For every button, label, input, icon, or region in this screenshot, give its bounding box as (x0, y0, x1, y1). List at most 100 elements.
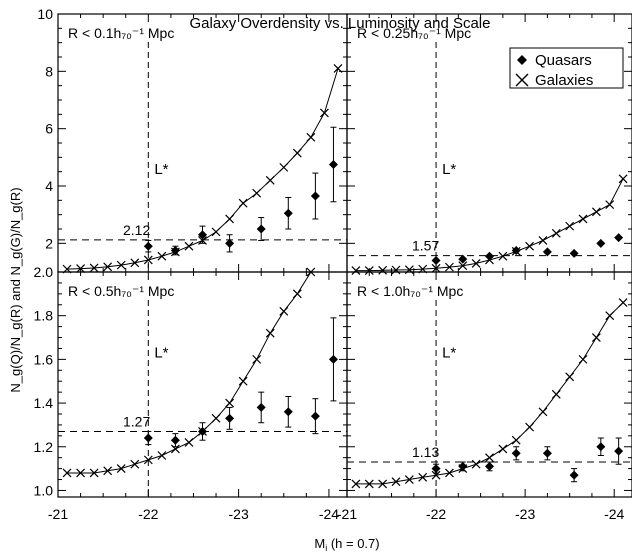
x-tick-label: -21 (48, 506, 68, 522)
galaxy-marker (116, 464, 126, 474)
galaxy-marker (238, 376, 248, 386)
galaxy-marker (605, 311, 615, 321)
y-axis-label: N_g(Q)/N_g(R) and N_g(G)/N_g(R) (8, 187, 23, 392)
galaxy-marker (378, 479, 388, 489)
galaxy-marker (498, 251, 508, 261)
quasar-marker (431, 256, 441, 266)
galaxy-marker (76, 264, 86, 273)
y-tick-label: 2 (45, 235, 53, 251)
quasar-marker (310, 191, 320, 201)
galaxy-marker (333, 64, 343, 73)
galaxy-marker (351, 479, 361, 489)
quasar-marker (596, 238, 606, 248)
galaxy-marker (103, 466, 113, 476)
galaxy-marker (404, 475, 414, 484)
galaxy-marker (211, 227, 221, 237)
quasar-marker (198, 230, 207, 240)
quasar-marker (569, 248, 579, 258)
panel-top-right: R < 0.25h₇₀⁻¹ Mpc L* 1.57 (346, 13, 632, 275)
x-tick-label: -24 (319, 506, 339, 522)
galaxy-marker (351, 266, 361, 275)
galaxy-marker (458, 261, 468, 271)
panels-group: 2 4 6 8 10 R < 0.1h₇₀⁻¹ Mpc L* 2.12 R < 0.25h₇₀⁻… (34, 6, 632, 522)
galaxy-marker (618, 298, 628, 308)
quasar-marker (310, 411, 320, 421)
galaxy-marker (444, 262, 454, 272)
panel-label: R < 0.1h₇₀⁻¹ Mpc (68, 25, 174, 41)
mean-label: 2.12 (123, 222, 150, 238)
legend-galaxy-marker (515, 73, 529, 87)
galaxy-marker (565, 372, 575, 382)
quasar-marker (143, 241, 153, 251)
galaxy-marker (471, 258, 481, 268)
galaxy-marker (157, 451, 167, 460)
x-tick-label: -22 (138, 506, 158, 522)
quasar-marker (283, 407, 293, 417)
galaxy-marker (319, 108, 329, 118)
quasar-marker (256, 224, 266, 234)
galaxy-marker (265, 175, 275, 185)
galaxy-marker (252, 354, 262, 364)
galaxy-marker (418, 472, 428, 482)
galaxy-marker (184, 437, 194, 447)
quasar-marker (614, 446, 624, 456)
galaxy-marker (116, 260, 126, 270)
galaxy-marker (279, 162, 289, 172)
panel-label: R < 0.25h₇₀⁻¹ Mpc (357, 25, 471, 41)
quasar-marker (431, 464, 441, 474)
galaxy-marker (265, 328, 275, 338)
panel-label: R < 0.5h₇₀⁻¹ Mpc (68, 283, 174, 299)
x-axis-label: Mi (h = 0.7) (314, 536, 379, 553)
panel-bottom-right: -21 -22 -23 -24 R < 1.0h₇₀⁻¹ Mpc L* 1.13 (337, 271, 632, 522)
galaxy-marker (252, 188, 262, 198)
x-tick-label: -21 (337, 506, 357, 522)
y-tick-label: 1.6 (34, 351, 54, 367)
legend: Quasars Galaxies (509, 47, 624, 89)
quasar-marker (569, 470, 579, 480)
quasar-marker (256, 402, 266, 412)
galaxy-marker (591, 207, 601, 217)
x-tick-label: -23 (229, 506, 249, 522)
galaxy-marker (157, 251, 167, 261)
mean-label: 1.27 (123, 413, 150, 429)
x-tick-label: -24 (604, 506, 624, 522)
galaxy-marker (103, 262, 113, 272)
galaxy-marker (306, 132, 316, 142)
galaxy-marker (184, 241, 194, 251)
galaxy-marker (292, 148, 302, 158)
quasar-marker (511, 246, 521, 255)
quasar-marker (283, 208, 293, 218)
galaxy-marker (130, 258, 140, 268)
lstar-label: L* (154, 161, 168, 178)
galaxy-marker (292, 289, 302, 299)
quasar-marker (596, 442, 606, 452)
galaxy-marker (525, 422, 535, 432)
galaxy-marker (444, 468, 454, 478)
y-tick-label: 1.8 (34, 308, 54, 324)
galaxy-marker (62, 468, 72, 478)
galaxy-marker (238, 198, 248, 208)
panel-top-left: 2 4 6 8 10 R < 0.1h₇₀⁻¹ Mpc L* 2.12 (37, 6, 348, 274)
lstar-label: L* (442, 161, 456, 178)
y-tick-label: 2.0 (34, 264, 54, 280)
quasar-marker (198, 426, 207, 436)
quasar-marker (170, 435, 180, 445)
galaxy-marker (605, 200, 615, 210)
galaxy-marker (538, 236, 548, 245)
quasar-marker (458, 461, 468, 471)
galaxy-marker (279, 306, 289, 316)
galaxy-marker (378, 265, 388, 275)
galaxy-marker (391, 477, 401, 487)
x-tick-label: -23 (515, 506, 535, 522)
y-tick-label: 6 (45, 121, 53, 137)
galaxy-marker (498, 444, 508, 454)
galaxy-marker (76, 468, 86, 478)
panel-bottom-left: 1.0 1.2 1.4 1.6 1.8 2.0 -21 -22 -23 -24 R < 0.5h₇₀… (34, 264, 348, 522)
galaxy-marker (551, 389, 561, 399)
quasar-marker (485, 251, 494, 261)
galaxy-marker (578, 354, 588, 364)
quasar-marker (485, 461, 494, 471)
legend-box (509, 47, 624, 89)
galaxy-marker (538, 407, 548, 417)
